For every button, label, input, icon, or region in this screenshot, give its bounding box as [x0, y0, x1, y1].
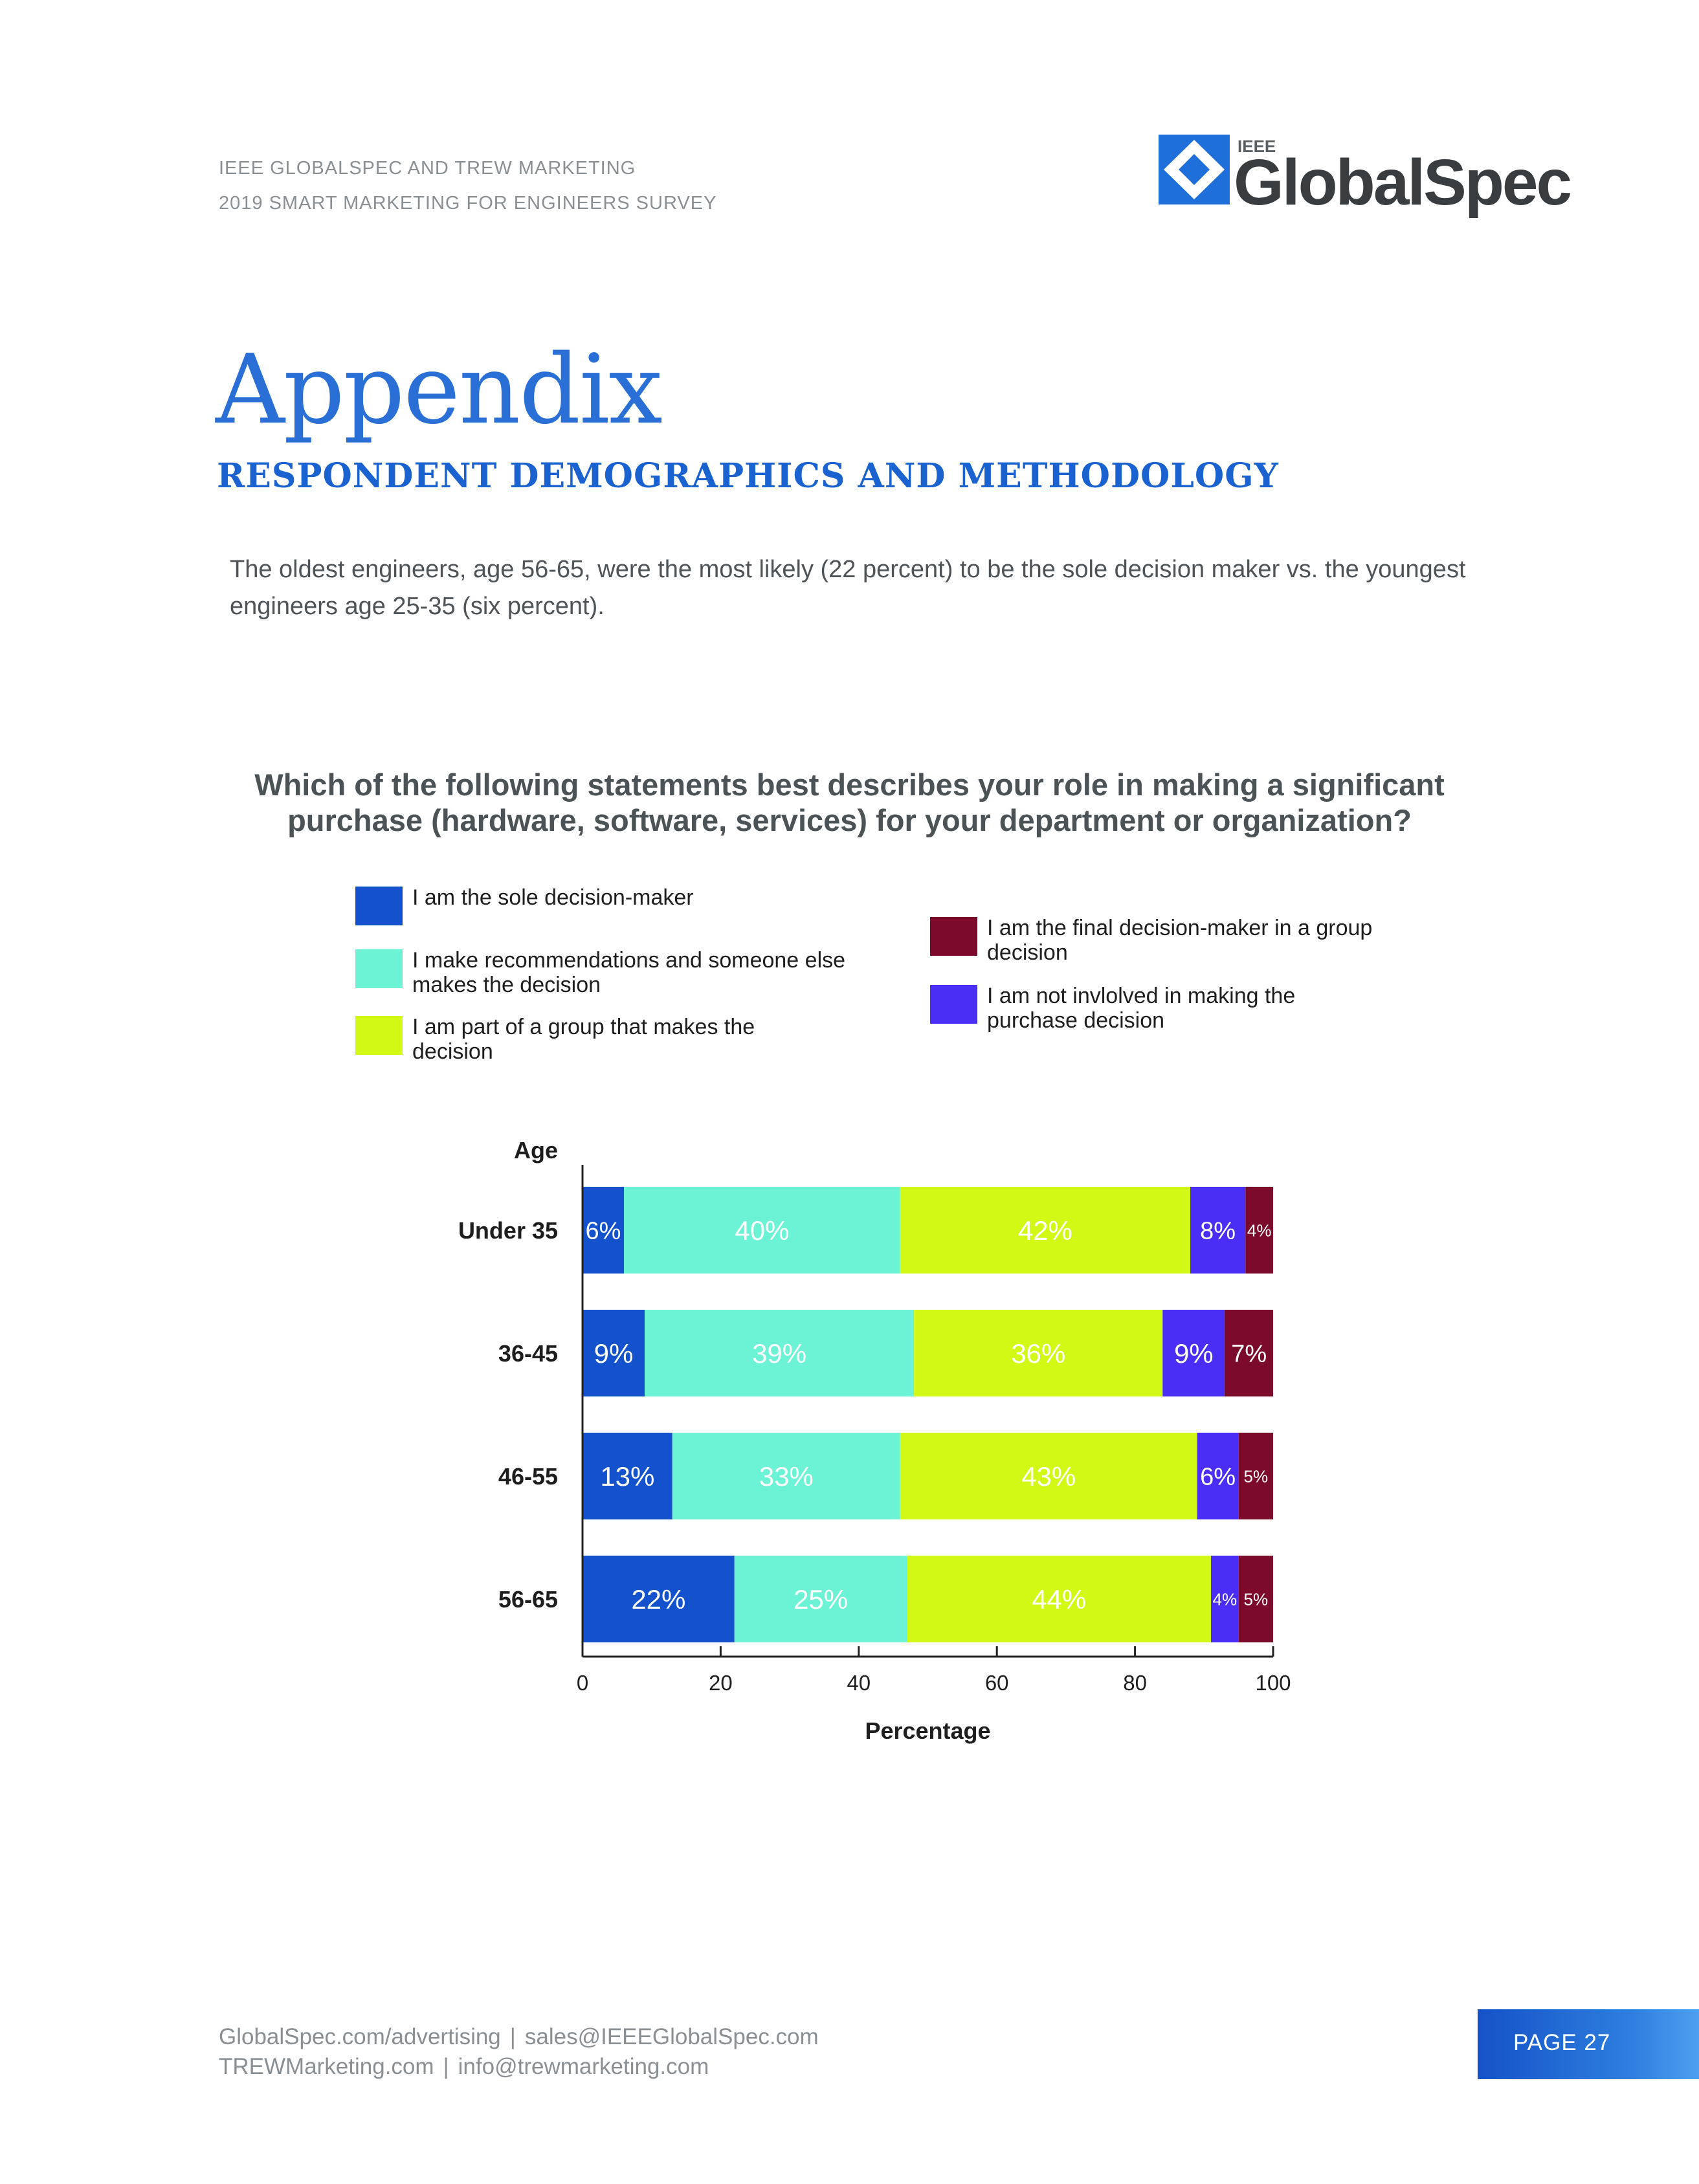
page-title: Appendix: [216, 334, 663, 445]
data-label: 13%: [600, 1461, 654, 1492]
bar-segment: [914, 1310, 1163, 1396]
data-label: 39%: [752, 1338, 806, 1369]
globalspec-diamond-icon: [1159, 135, 1230, 204]
legend-label-sole: I am the sole decision-maker: [412, 885, 694, 910]
bar-segment: [1162, 1310, 1225, 1396]
header-line-1: IEEE GLOBALSPEC AND TREW MARKETING: [219, 158, 636, 179]
header-line-2: 2019 SMART MARKETING FOR ENGINEERS SURVE…: [219, 193, 717, 214]
bar-segment: [583, 1556, 735, 1642]
legend-swatch-group: [355, 1016, 403, 1055]
legend-swatch-final: [930, 917, 977, 956]
footer-separator: |: [443, 2054, 449, 2079]
data-label: 22%: [631, 1584, 685, 1615]
legend-swatch-sole: [355, 887, 403, 925]
footer-link-globalspec[interactable]: GlobalSpec.com/advertising: [219, 2024, 501, 2049]
legend-swatch-recommend: [355, 949, 403, 988]
data-label: 9%: [1174, 1338, 1214, 1369]
data-label: 6%: [1200, 1464, 1236, 1491]
ieee-globalspec-logo: IEEE GlobalSpec: [1159, 135, 1573, 219]
bar-segment: [1190, 1187, 1246, 1274]
legend-label-not-involved: I am not invlolved in making the purchas…: [987, 984, 1296, 1033]
footer-contact: GlobalSpec.com/advertising | sales@IEEEGlo…: [219, 2022, 819, 2082]
bar-segment: [907, 1556, 1211, 1642]
data-label: 43%: [1021, 1461, 1076, 1492]
data-label: 25%: [794, 1584, 848, 1615]
x-tick-label: 20: [709, 1671, 733, 1695]
bar-segment: [672, 1433, 900, 1519]
footer-link-info-email[interactable]: info@trewmarketing.com: [458, 2054, 709, 2079]
footer-link-trew[interactable]: TREWMarketing.com: [219, 2054, 434, 2079]
data-label: 5%: [1244, 1589, 1269, 1609]
bar-segment: [624, 1187, 900, 1274]
page-number: PAGE 27: [1513, 2030, 1611, 2055]
x-tick-label: 40: [847, 1671, 871, 1695]
data-label: 4%: [1213, 1589, 1238, 1609]
data-label: 5%: [1244, 1466, 1269, 1486]
bar-segment: [645, 1310, 915, 1396]
data-label: 33%: [759, 1461, 814, 1492]
x-tick-label: 60: [985, 1671, 1009, 1695]
chart-title: Which of the following statements best d…: [254, 767, 1445, 837]
legend-swatch-not-involved: [930, 985, 977, 1024]
bar-segment: [583, 1433, 672, 1519]
legend-label-final: I am the final decision-maker in a group…: [987, 916, 1373, 965]
bar-segment: [1245, 1187, 1273, 1274]
y-tick-label: 56-65: [498, 1586, 558, 1613]
logo-globalspec-text: GlobalSpec: [1234, 146, 1571, 219]
data-label: 36%: [1011, 1338, 1065, 1369]
y-tick-label: 46-55: [498, 1463, 558, 1490]
data-label: 40%: [735, 1215, 789, 1246]
data-label: 9%: [594, 1338, 634, 1369]
page-number-tab: PAGE 27: [1478, 2009, 1699, 2079]
section-subtitle: RESPONDENT DEMOGRAPHICS AND METHODOLOGY: [217, 456, 1279, 496]
bar-segment: [1197, 1433, 1239, 1519]
intro-paragraph: The oldest engineers, age 56-65, were th…: [230, 556, 1466, 620]
data-label: 8%: [1200, 1218, 1236, 1245]
bar-segment: [1210, 1556, 1239, 1642]
logo-ieee-text: IEEE: [1238, 137, 1276, 156]
y-axis-title: Age: [514, 1137, 558, 1164]
bar-segment: [900, 1187, 1190, 1274]
bar-segment: [900, 1433, 1197, 1519]
x-tick-label: 100: [1255, 1671, 1291, 1695]
x-tick-label: 0: [577, 1671, 588, 1695]
bar-segment: [1238, 1556, 1273, 1642]
y-tick-label: 36-45: [498, 1340, 558, 1367]
legend-label-recommend: I make recommendations and someone else …: [412, 948, 846, 997]
bar-segment: [1225, 1310, 1273, 1396]
bar-segment: [583, 1310, 645, 1396]
data-label: 42%: [1018, 1215, 1072, 1246]
footer-link-sales-email[interactable]: sales@IEEEGlobalSpec.com: [524, 2024, 819, 2049]
x-tick-label: 80: [1123, 1671, 1147, 1695]
y-tick-label: Under 35: [458, 1217, 558, 1244]
data-label: 6%: [586, 1218, 621, 1245]
bar-segment: [734, 1556, 907, 1642]
x-axis-title: Percentage: [865, 1717, 990, 1744]
data-label: 4%: [1247, 1220, 1272, 1240]
legend-label-group: I am part of a group that makes the deci…: [412, 1015, 755, 1064]
footer-separator: |: [509, 2024, 516, 2049]
data-label: 7%: [1231, 1341, 1267, 1368]
data-label: 44%: [1032, 1584, 1086, 1615]
bar-segment: [583, 1187, 625, 1274]
stacked-bar-chart: 6% 40% 42% 8% 4% Under 35 9% 39% 36% 9% 7% 36-45 13%…: [458, 1137, 1291, 1744]
bar-segment: [1238, 1433, 1273, 1519]
